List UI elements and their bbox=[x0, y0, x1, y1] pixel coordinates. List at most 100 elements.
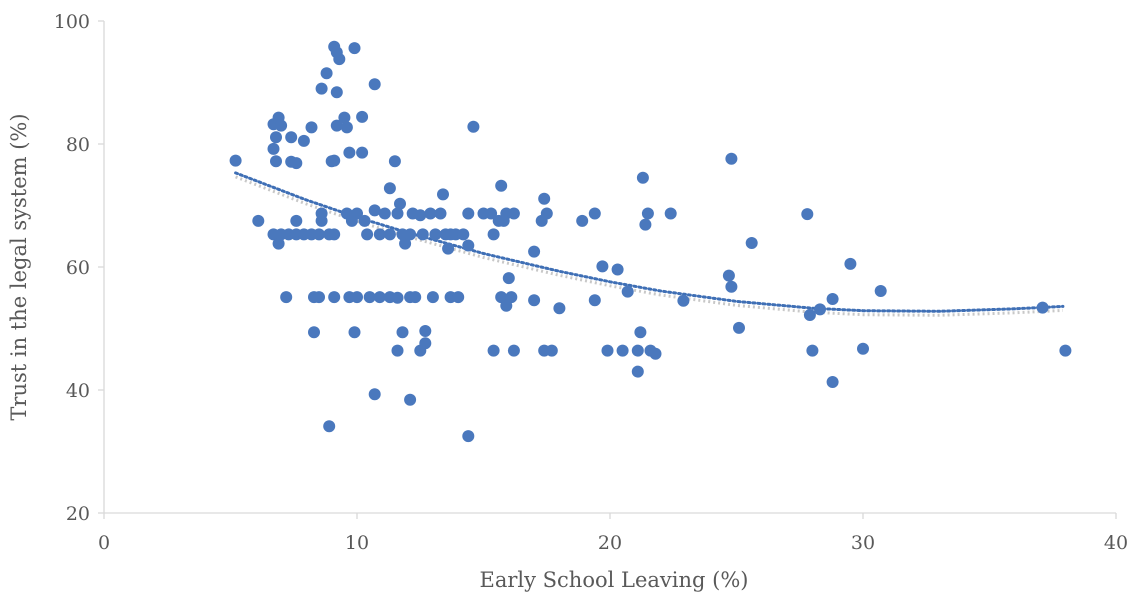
data-point bbox=[391, 344, 404, 357]
data-point bbox=[588, 207, 601, 220]
data-point bbox=[267, 142, 280, 155]
data-point bbox=[462, 207, 475, 220]
data-point bbox=[391, 207, 404, 220]
data-point bbox=[323, 420, 336, 433]
data-point bbox=[313, 291, 325, 304]
data-point bbox=[270, 131, 282, 144]
data-point bbox=[528, 245, 541, 258]
data-point bbox=[634, 326, 647, 339]
data-point bbox=[611, 263, 624, 276]
data-point bbox=[596, 260, 609, 273]
data-point bbox=[426, 291, 439, 304]
data-point bbox=[373, 291, 386, 304]
data-point bbox=[745, 237, 758, 249]
data-point bbox=[495, 179, 508, 192]
data-point bbox=[252, 214, 265, 227]
data-point bbox=[814, 303, 826, 316]
data-point bbox=[803, 309, 816, 321]
data-point bbox=[338, 111, 351, 124]
data-point bbox=[462, 430, 475, 443]
data-point bbox=[442, 242, 455, 255]
trendline-path bbox=[234, 171, 1065, 313]
data-point bbox=[275, 119, 288, 132]
data-point bbox=[528, 294, 541, 307]
x-tick-label: 30 bbox=[851, 532, 875, 554]
data-point bbox=[368, 78, 381, 91]
data-point bbox=[368, 204, 381, 217]
data-point bbox=[424, 207, 437, 220]
data-point bbox=[485, 207, 498, 220]
data-point bbox=[419, 325, 432, 337]
data-point bbox=[844, 257, 857, 270]
data-point bbox=[631, 344, 644, 357]
data-point bbox=[328, 154, 341, 167]
data-point bbox=[323, 228, 336, 241]
x-tick-label: 40 bbox=[1104, 532, 1128, 554]
data-point bbox=[356, 110, 369, 123]
data-point bbox=[437, 188, 449, 201]
y-tick-label: 40 bbox=[66, 380, 90, 402]
data-point bbox=[351, 291, 363, 304]
data-point bbox=[631, 365, 644, 378]
data-point bbox=[874, 285, 887, 297]
data-point bbox=[500, 299, 513, 312]
data-point bbox=[457, 228, 470, 241]
y-tick-label: 20 bbox=[66, 503, 90, 525]
data-point bbox=[394, 197, 406, 210]
data-points bbox=[229, 40, 1072, 443]
data-point bbox=[383, 182, 396, 195]
data-point bbox=[538, 192, 551, 205]
data-point bbox=[290, 214, 303, 227]
data-point bbox=[368, 388, 381, 401]
axes bbox=[98, 20, 1117, 519]
data-point bbox=[414, 344, 427, 357]
data-point bbox=[733, 321, 745, 334]
data-point bbox=[320, 67, 333, 80]
data-point bbox=[343, 146, 356, 159]
data-point bbox=[229, 154, 242, 167]
x-axis-title: Early School Leaving (%) bbox=[480, 568, 749, 592]
data-point bbox=[272, 237, 285, 250]
data-point bbox=[388, 155, 401, 168]
data-point bbox=[280, 291, 293, 304]
data-point bbox=[664, 207, 677, 220]
data-point bbox=[308, 326, 320, 339]
data-point bbox=[677, 294, 690, 307]
data-point bbox=[639, 218, 652, 231]
x-tick-label: 10 bbox=[345, 532, 369, 554]
data-point bbox=[507, 344, 520, 357]
y-tick-label: 100 bbox=[54, 11, 90, 33]
data-point bbox=[1059, 344, 1072, 357]
data-point bbox=[434, 207, 447, 220]
data-point bbox=[416, 228, 429, 241]
data-point bbox=[363, 291, 376, 304]
data-point bbox=[328, 291, 341, 304]
data-point bbox=[467, 120, 480, 133]
data-point bbox=[826, 293, 839, 305]
data-point bbox=[414, 209, 427, 222]
x-tick-label: 20 bbox=[598, 532, 622, 554]
data-point bbox=[507, 207, 520, 220]
data-point bbox=[351, 207, 363, 220]
data-point bbox=[399, 237, 412, 250]
data-point bbox=[270, 155, 282, 168]
data-point bbox=[356, 146, 369, 159]
data-point bbox=[330, 119, 343, 132]
data-point bbox=[601, 344, 614, 357]
data-point bbox=[348, 42, 361, 55]
data-point bbox=[383, 228, 396, 241]
data-point bbox=[725, 152, 738, 165]
data-point bbox=[641, 207, 654, 220]
data-point bbox=[806, 344, 819, 357]
data-point bbox=[313, 228, 325, 241]
data-point bbox=[315, 207, 328, 220]
data-point bbox=[305, 121, 318, 134]
data-point bbox=[330, 86, 343, 99]
data-point bbox=[576, 214, 589, 227]
data-point bbox=[636, 171, 649, 184]
data-point bbox=[315, 82, 328, 95]
data-point bbox=[404, 228, 417, 241]
trendline-shadow bbox=[235, 175, 1063, 317]
data-point bbox=[826, 376, 839, 388]
